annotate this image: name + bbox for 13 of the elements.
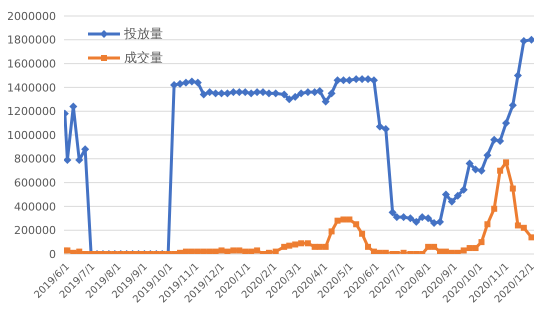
y-tick-label: 0 [49,248,56,261]
y-tick-label: 800000 [14,152,56,166]
y-tick-label: 1800000 [7,34,56,47]
y-tick-label: 600000 [14,176,56,190]
y-tick-label: 1600000 [7,58,56,71]
legend-label: 投放量 [124,26,163,43]
y-tick-label: 1200000 [7,105,56,118]
legend-label: 成交量 [124,50,163,67]
y-tick-label: 2000000 [7,10,56,23]
y-tick-label: 1000000 [7,128,56,142]
y-tick-label: 400000 [14,200,56,214]
y-tick-label: 200000 [14,224,56,238]
y-tick-label: 1400000 [7,81,56,94]
